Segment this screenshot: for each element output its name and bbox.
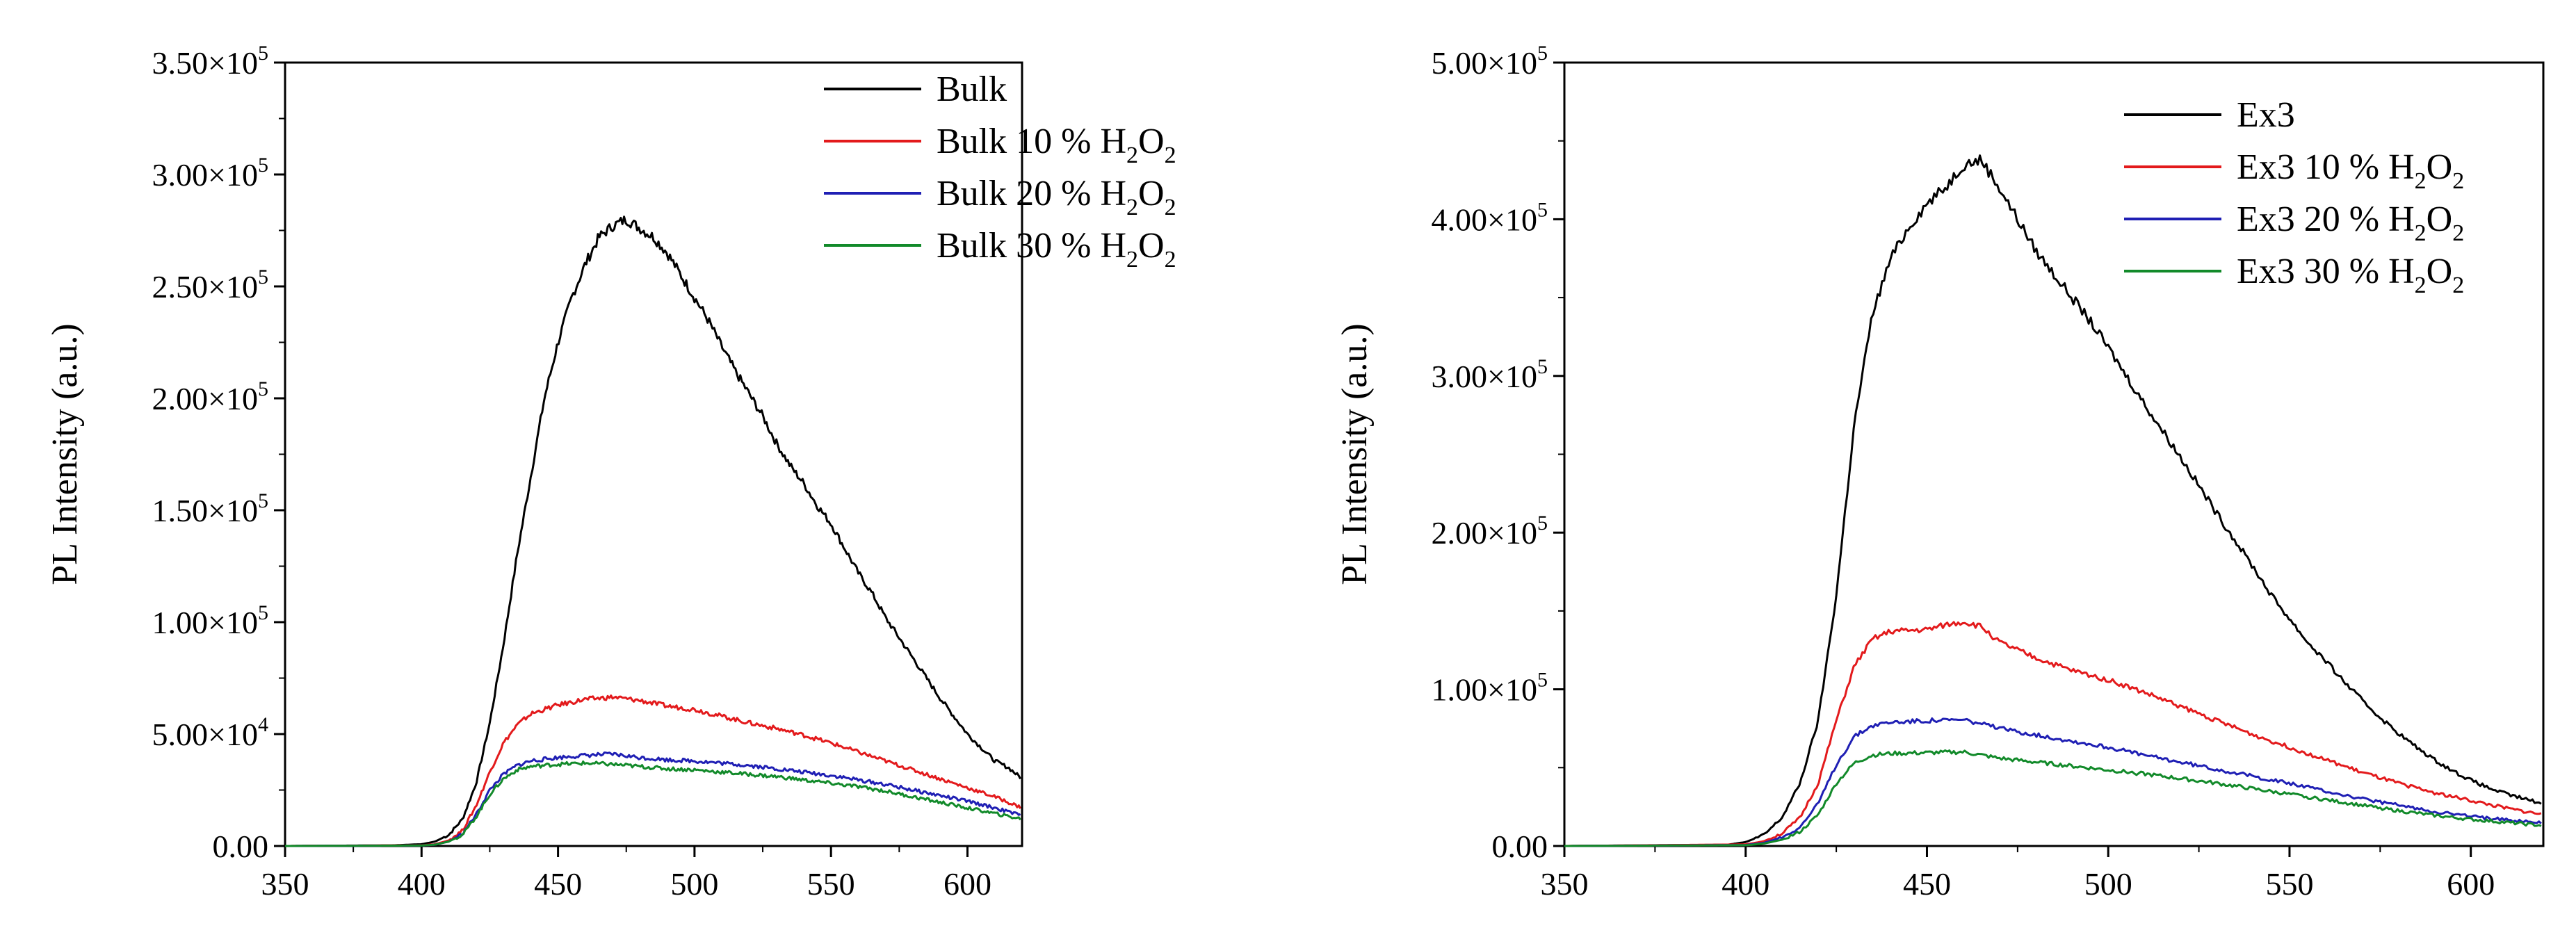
series-line — [285, 215, 1021, 847]
legend-text: Bulk 20 % H — [937, 174, 1126, 213]
y-tick-mantissa: 5.00×10 — [152, 717, 258, 752]
y-tick-label: 2.00×105 — [1432, 512, 1548, 551]
legend-label: Ex3 10 % H2O2 — [2237, 147, 2464, 194]
y-tick-mantissa: 2.50×10 — [152, 269, 258, 304]
legend-subscript: 2 — [1126, 143, 1138, 168]
y-tick-exponent: 4 — [258, 713, 268, 736]
series-line — [285, 694, 1021, 847]
legend-subscript: 2 — [2415, 272, 2427, 298]
x-tick-label: 350 — [261, 866, 309, 902]
legend-text: O — [1138, 226, 1165, 266]
x-tick-label: 600 — [2447, 866, 2495, 902]
y-tick-mantissa: 0.00 — [213, 829, 269, 864]
right-chart-panel: 350 400 450 500 550 6000.001.00×1052.00×1053.… — [1335, 42, 2545, 902]
legend-text: O — [1138, 122, 1165, 161]
legend-subscript: 2 — [2452, 220, 2464, 246]
legend-text: Ex3 30 % H — [2237, 252, 2415, 291]
y-tick-exponent: 5 — [1537, 198, 1548, 221]
y-tick-label: 0.00 — [213, 829, 269, 864]
legend-label: Bulk — [937, 70, 1007, 109]
y-tick-mantissa: 1.00×10 — [152, 605, 258, 640]
y-tick-label: 4.00×105 — [1432, 198, 1548, 237]
y-tick-exponent: 5 — [258, 601, 268, 624]
legend-subscript: 2 — [1165, 247, 1176, 272]
y-tick-mantissa: 3.00×10 — [1432, 359, 1537, 394]
legend-label: Bulk 20 % H2O2 — [937, 174, 1176, 220]
legend-text: Ex3 10 % H — [2237, 147, 2415, 187]
y-tick-exponent: 5 — [1537, 42, 1548, 65]
x-tick-label: 450 — [534, 866, 582, 902]
legend-text: O — [1138, 174, 1165, 213]
legend-subscript: 2 — [2452, 272, 2464, 298]
y-tick-exponent: 5 — [258, 154, 268, 177]
y-tick-mantissa: 4.00×10 — [1432, 202, 1537, 237]
y-tick-exponent: 5 — [258, 377, 268, 400]
legend-label: Ex3 — [2237, 95, 2295, 135]
y-tick-mantissa: 2.00×10 — [152, 381, 258, 416]
y-tick-mantissa: 5.00×10 — [1432, 45, 1537, 81]
x-tick-label: 450 — [1903, 866, 1951, 902]
legend-text: Ex3 — [2237, 95, 2295, 135]
y-tick-label: 3.00×105 — [152, 154, 268, 193]
x-tick-label: 400 — [1722, 866, 1769, 902]
y-tick-label: 1.00×105 — [152, 601, 268, 640]
y-axis-label: PL Intensity (a.u.) — [1335, 323, 1375, 585]
legend-subscript: 2 — [1165, 195, 1176, 220]
x-tick-label: 600 — [943, 866, 991, 902]
y-tick-label: 0.00 — [1492, 829, 1548, 864]
x-tick-label: 550 — [2265, 866, 2313, 902]
y-axis-label: PL Intensity (a.u.) — [45, 323, 85, 585]
y-tick-mantissa: 3.50×10 — [152, 45, 258, 81]
y-tick-mantissa: 3.00×10 — [152, 157, 258, 193]
legend-subscript: 2 — [1126, 247, 1138, 272]
y-tick-exponent: 5 — [1537, 355, 1548, 378]
y-tick-label: 1.00×105 — [1432, 669, 1548, 708]
y-tick-label: 5.00×104 — [152, 713, 268, 752]
y-tick-exponent: 5 — [258, 489, 268, 512]
legend-label: Ex3 30 % H2O2 — [2237, 252, 2464, 298]
legend-subscript: 2 — [1165, 143, 1176, 168]
y-tick-label: 3.00×105 — [1432, 355, 1548, 394]
legend-text: Ex3 20 % H — [2237, 200, 2415, 239]
x-tick-label: 500 — [670, 866, 718, 902]
legend-subscript: 2 — [1126, 195, 1138, 220]
x-tick-label: 400 — [398, 866, 446, 902]
legend-text: Bulk 30 % H — [937, 226, 1126, 266]
legend-text: O — [2427, 200, 2453, 239]
y-tick-mantissa: 2.00×10 — [1432, 515, 1537, 551]
legend-label: Bulk 10 % H2O2 — [937, 122, 1176, 168]
legend-text: O — [2427, 147, 2453, 187]
y-tick-mantissa: 1.50×10 — [152, 493, 258, 528]
x-tick-label: 350 — [1541, 866, 1589, 902]
series-line — [285, 760, 1021, 847]
legend-subscript: 2 — [2415, 220, 2427, 246]
x-tick-label: 550 — [807, 866, 855, 902]
y-tick-label: 1.50×105 — [152, 489, 268, 528]
left-chart-panel: 350 400 450 500 550 6000.005.00×1041.00×1051.… — [45, 42, 1176, 902]
legend-text: Bulk — [937, 70, 1007, 109]
y-tick-mantissa: 0.00 — [1492, 829, 1548, 864]
series-line — [1564, 749, 2542, 847]
y-tick-exponent: 5 — [1537, 512, 1548, 535]
legend-label: Bulk 30 % H2O2 — [937, 226, 1176, 272]
legend-text: Bulk 10 % H — [937, 122, 1126, 161]
y-tick-label: 2.50×105 — [152, 266, 268, 304]
y-tick-label: 3.50×105 — [152, 42, 268, 81]
y-tick-mantissa: 1.00×10 — [1432, 672, 1537, 708]
legend-label: Ex3 20 % H2O2 — [2237, 200, 2464, 246]
y-tick-label: 5.00×105 — [1432, 42, 1548, 81]
y-tick-exponent: 5 — [258, 266, 268, 288]
legend-text: O — [2427, 252, 2453, 291]
x-tick-label: 500 — [2084, 866, 2132, 902]
y-tick-label: 2.00×105 — [152, 377, 268, 416]
y-tick-exponent: 5 — [258, 42, 268, 65]
plot-frame — [284, 61, 1023, 847]
y-tick-exponent: 5 — [1537, 669, 1548, 692]
legend-subscript: 2 — [2415, 168, 2427, 194]
legend-subscript: 2 — [2452, 168, 2464, 194]
